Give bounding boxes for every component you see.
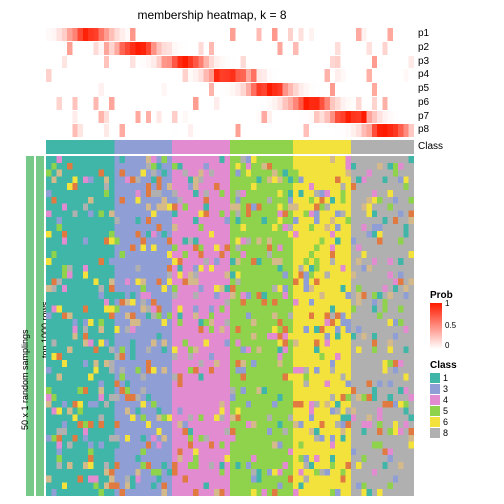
prob-row-p5 [46,83,414,96]
legend-class-swatch-8 [430,428,440,438]
row-label-p2: p2 [418,42,429,53]
prob-row-p2 [46,42,414,55]
legend-class-label-3: 3 [443,384,448,394]
row-label-p4: p4 [418,69,429,80]
legend-prob-tick-2: 0 [445,341,449,350]
legend-class-item-4: 4 [430,395,457,405]
prob-row-p7 [46,111,414,124]
legend-prob: Prob 1 0.5 0 [430,290,453,351]
prob-row-p6 [46,97,414,110]
legend-class-item-6: 6 [430,417,457,427]
legend-class-item-8: 8 [430,428,457,438]
left-annotation-samplings [26,156,34,496]
legend-class: Class 134568 [430,360,457,439]
legend-class-swatch-3 [430,384,440,394]
row-label-p5: p5 [418,83,429,94]
main-heatmap [46,156,414,496]
legend-prob-gradient: 1 0.5 0 [430,303,442,349]
chart-title: membership heatmap, k = 8 [0,8,424,22]
legend-class-swatch-4 [430,395,440,405]
legend-class-items: 134568 [430,373,457,438]
prob-row-p8 [46,124,414,137]
prob-row-p1 [46,28,414,41]
legend-class-title: Class [430,360,457,371]
legend-class-item-3: 3 [430,384,457,394]
legend-prob-tick-0: 1 [445,299,449,308]
row-label-p1: p1 [418,28,429,39]
row-label-p8: p8 [418,124,429,135]
plot-area [46,28,414,496]
prob-row-p3 [46,56,414,69]
legend-class-item-1: 1 [430,373,457,383]
prob-row-p4 [46,69,414,82]
main-heatmap-canvas [46,156,414,496]
legend-class-label-5: 5 [443,406,448,416]
row-label-p3: p3 [418,56,429,67]
probability-rows [46,28,414,138]
legend-class-swatch-1 [430,373,440,383]
legend-class-item-5: 5 [430,406,457,416]
left-annotation-samplings-label: 50 x 1 random samplings [20,329,30,430]
legend-prob-tick-1: 0.5 [445,321,456,330]
legend-class-label-1: 1 [443,373,448,383]
legend-class-swatch-5 [430,406,440,416]
class-strip-canvas [46,140,414,154]
row-label-class: Class [418,141,443,152]
row-label-p6: p6 [418,97,429,108]
legend-class-label-8: 8 [443,428,448,438]
legend-class-label-4: 4 [443,395,448,405]
legend-class-label-6: 6 [443,417,448,427]
class-strip [46,140,414,154]
legend-class-swatch-6 [430,417,440,427]
row-label-p7: p7 [418,111,429,122]
